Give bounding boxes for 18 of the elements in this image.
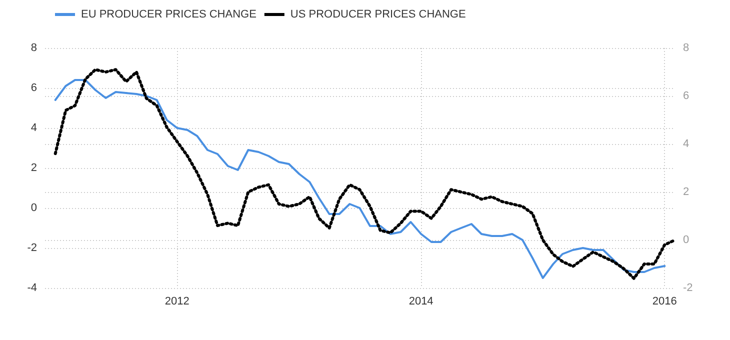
y-tick-label: -4 <box>27 282 37 294</box>
y-tick-label: 2 <box>30 162 37 174</box>
legend-label: EU PRODUCER PRICES CHANGE <box>81 8 256 20</box>
y2-tick-label: 0 <box>683 234 690 246</box>
legend-label: US PRODUCER PRICES CHANGE <box>290 8 466 20</box>
y-tick-label: 0 <box>30 202 37 214</box>
y2-tick-label: 2 <box>683 186 690 198</box>
y2-tick-label: 6 <box>683 90 690 102</box>
y-tick-label: 4 <box>30 122 37 134</box>
y-tick-label: 6 <box>30 82 37 94</box>
x-tick-label: 2012 <box>164 296 190 308</box>
y2-tick-label: -2 <box>683 282 693 294</box>
y2-tick-label: 8 <box>683 42 690 54</box>
y-tick-label: -2 <box>27 242 37 254</box>
y-tick-label: 8 <box>30 42 37 54</box>
y2-tick-label: 4 <box>683 138 690 150</box>
x-tick-label: 2014 <box>408 296 434 308</box>
x-tick-label: 2016 <box>652 296 677 308</box>
